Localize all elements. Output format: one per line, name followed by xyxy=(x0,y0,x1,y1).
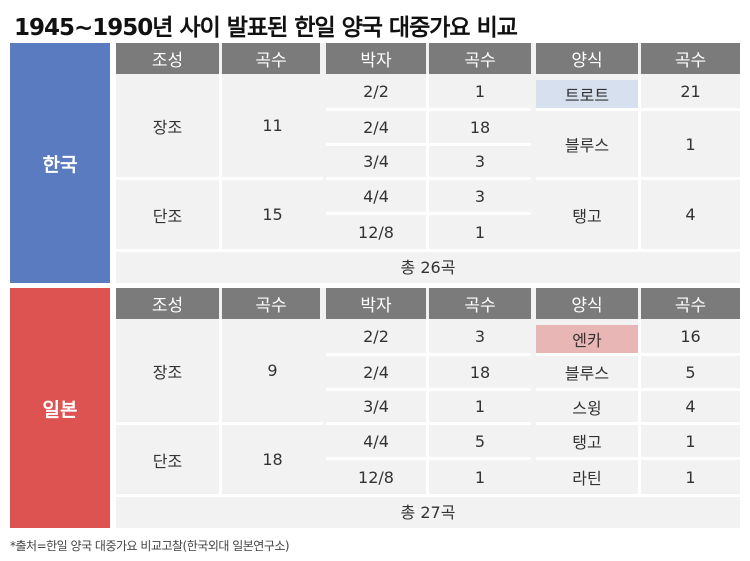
divider xyxy=(326,177,531,180)
country-label-japan: 일본 xyxy=(10,288,110,528)
meter-name: 2/4 xyxy=(363,362,389,382)
divider xyxy=(536,422,740,425)
divider xyxy=(638,319,641,494)
header-mode: 조성 xyxy=(116,288,219,319)
divider xyxy=(116,177,323,180)
divider xyxy=(219,74,222,177)
meter-name: 12/8 xyxy=(358,222,394,242)
mode-name: 장조 xyxy=(152,362,183,382)
header-meter: 박자 xyxy=(326,43,426,74)
style-count: 5 xyxy=(685,362,696,382)
meter-count: 3 xyxy=(474,186,486,206)
total-count: 총 26곡 xyxy=(400,258,456,277)
divider xyxy=(326,422,531,425)
meter-count: 1 xyxy=(474,467,486,487)
header-style: 양식 xyxy=(536,43,638,74)
source-note: *출처=한일 양국 대중가요 비교고찰(한국외대 일본연구소) xyxy=(10,539,290,553)
style-count: 1 xyxy=(685,467,696,487)
divider xyxy=(326,353,531,356)
divider xyxy=(536,108,740,111)
divider xyxy=(219,319,222,422)
style-name: 블루스 xyxy=(564,364,610,383)
style-count: 16 xyxy=(680,326,701,346)
meter-name: 2/2 xyxy=(363,81,389,101)
mode-count: 11 xyxy=(262,116,283,135)
meter-name: 4/4 xyxy=(363,431,389,451)
divider xyxy=(219,425,222,494)
mode-name: 단조 xyxy=(152,206,183,226)
page-title: 1945~1950년 사이 발표된 한일 양국 대중가요 비교 xyxy=(14,15,518,41)
divider xyxy=(326,388,531,391)
meter-count: 3 xyxy=(474,326,486,346)
divider xyxy=(426,74,429,249)
style-name: 스윙 xyxy=(572,398,602,418)
total-count: 총 27곡 xyxy=(400,503,456,522)
meter-name: 12/8 xyxy=(358,467,394,487)
japan-table: 조성 곡수 박자 곡수 양식 곡수 장조 9 단조 18 2/2 3 2/4 1… xyxy=(116,288,740,528)
header-mode-count: 곡수 xyxy=(222,43,320,74)
divider xyxy=(536,388,740,391)
mode-count: 15 xyxy=(262,205,283,224)
style-name: 라틴 xyxy=(572,469,602,488)
meter-name: 4/4 xyxy=(363,186,389,206)
style-name: 탱고 xyxy=(572,206,602,226)
meter-name: 3/4 xyxy=(363,152,389,171)
style-count: 4 xyxy=(685,205,696,224)
meter-count: 1 xyxy=(474,397,486,416)
header-mode: 조성 xyxy=(116,43,219,74)
meter-count: 3 xyxy=(474,152,486,171)
style-count: 1 xyxy=(685,431,696,451)
divider xyxy=(536,177,740,180)
style-name-highlight: 트로트 xyxy=(536,80,638,108)
header-meter-count: 곡수 xyxy=(429,288,531,319)
style-name: 블루스 xyxy=(564,136,610,155)
divider xyxy=(536,353,740,356)
meter-name: 2/4 xyxy=(363,117,389,137)
meter-count: 1 xyxy=(474,222,486,242)
divider xyxy=(326,457,531,460)
header-mode-count: 곡수 xyxy=(222,288,320,319)
style-name: 탱고 xyxy=(572,433,602,452)
divider xyxy=(326,108,531,111)
style-name-highlight: 엔카 xyxy=(536,325,638,353)
divider xyxy=(116,422,323,425)
divider xyxy=(536,457,740,460)
meter-count: 18 xyxy=(469,362,491,382)
divider xyxy=(326,143,531,146)
meter-name: 3/4 xyxy=(363,397,389,416)
header-style-count: 곡수 xyxy=(641,288,740,319)
header-meter-count: 곡수 xyxy=(429,43,531,74)
style-count: 1 xyxy=(685,134,696,154)
divider xyxy=(116,494,740,497)
divider xyxy=(116,249,740,252)
mode-name: 장조 xyxy=(152,117,183,137)
meter-name: 2/2 xyxy=(363,326,389,346)
mode-name: 단조 xyxy=(152,451,183,471)
divider xyxy=(426,319,429,494)
divider xyxy=(219,180,222,249)
header-meter: 박자 xyxy=(326,288,426,319)
style-count: 21 xyxy=(680,81,701,101)
country-label-korea: 한국 xyxy=(10,43,110,283)
meter-count: 5 xyxy=(474,431,486,451)
divider xyxy=(638,74,641,249)
mode-count: 18 xyxy=(262,450,283,469)
header-style-count: 곡수 xyxy=(641,43,740,74)
meter-count: 1 xyxy=(474,81,486,101)
mode-count: 9 xyxy=(267,361,278,380)
style-count: 4 xyxy=(685,397,696,416)
meter-count: 18 xyxy=(469,117,491,137)
header-style: 양식 xyxy=(536,288,638,319)
divider xyxy=(326,212,531,215)
korea-table: 조성 곡수 박자 곡수 양식 곡수 장조 11 단조 15 2/2 1 2/4 … xyxy=(116,43,740,283)
